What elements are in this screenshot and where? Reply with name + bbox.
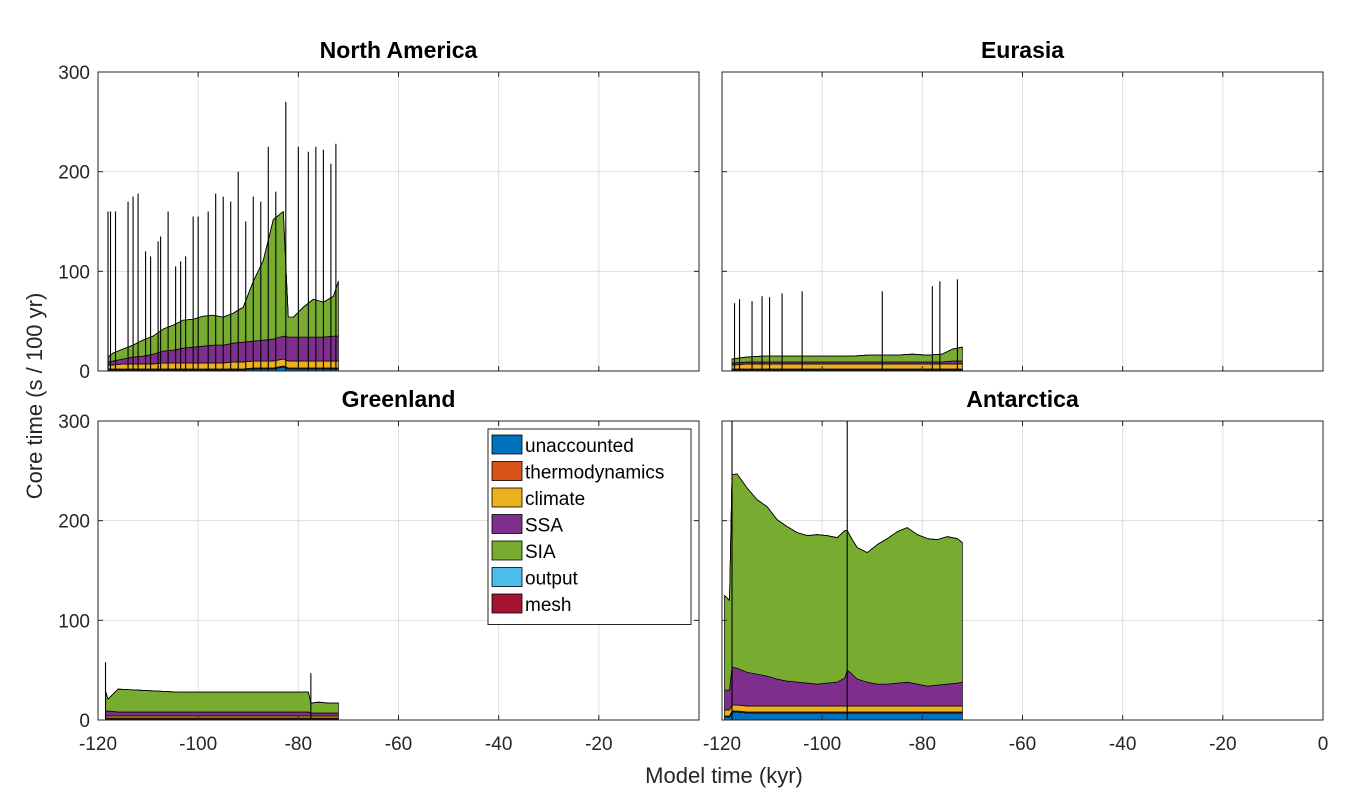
legend-label-unaccounted: unaccounted [525,436,634,457]
legend: unaccounted thermodynamics climate SSA SIA ou… [487,428,692,625]
area-sia [105,688,339,714]
area-mesh [105,688,339,704]
x-tick-label: -80 [285,734,312,755]
x-tick-label: -100 [179,734,217,755]
y-tick-label: 200 [58,512,90,533]
legend-label-ssa: SSA [525,516,563,537]
legend-swatch-thermodynamics [491,461,523,481]
y-tick-label: 300 [58,63,90,84]
legend-swatch-unaccounted [491,434,523,455]
x-tick-label: -20 [585,734,612,755]
y-tick-label: 0 [79,362,90,383]
x-tick-label: -40 [1109,734,1136,755]
panel-north-america: 0 100 200 300 North America [58,37,700,383]
panel-title: Greenland [342,386,456,412]
x-tick-label: -100 [803,734,841,755]
y-tick-label: 100 [58,611,90,632]
x-tick-label: -120 [703,734,741,755]
legend-swatch-mesh [491,593,523,614]
y-tick-label: 200 [58,163,90,184]
panel-title: Antarctica [966,386,1079,412]
legend-swatch-sia [491,540,523,561]
y-axis-label: Core time (s / 100 yr) [22,293,47,500]
legend-swatch-climate [491,487,523,508]
area-mesh [731,346,963,360]
panel-title: North America [320,37,478,63]
x-tick-label: 0 [1318,734,1329,755]
area-climate [731,363,963,370]
legend-label-climate: climate [525,489,585,510]
legend-label-sia: SIA [525,542,556,563]
legend-label-thermodynamics: thermodynamics [525,463,664,484]
x-tick-label: -60 [385,734,412,755]
legend-swatch-output [491,567,523,587]
legend-label-mesh: mesh [525,595,571,616]
x-tick-label: -20 [1209,734,1236,755]
legend-swatch-ssa [491,514,523,534]
y-tick-label: 0 [79,711,90,732]
y-tick-label: 300 [58,412,90,433]
panel-eurasia: Eurasia [721,37,1324,372]
area-mesh [107,211,339,358]
legend-label-output: output [525,569,579,590]
panel-antarctica: -120 -100 -80 -60 -40 -20 0 Antarctica [703,386,1328,755]
x-tick-label: -120 [79,734,117,755]
x-tick-label: -80 [909,734,936,755]
y-tick-label: 100 [58,262,90,283]
area-mesh [724,473,963,601]
x-tick-label: -40 [485,734,512,755]
x-tick-label: -60 [1009,734,1036,755]
x-axis-label: Model time (kyr) [645,763,803,788]
panel-title: Eurasia [981,37,1064,63]
